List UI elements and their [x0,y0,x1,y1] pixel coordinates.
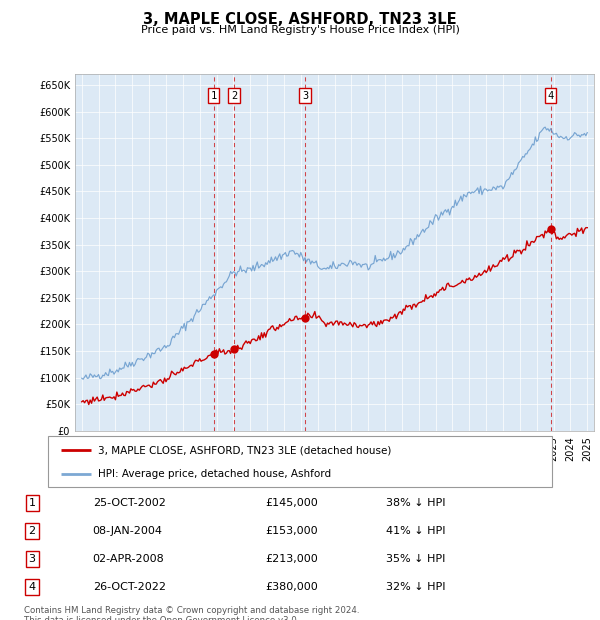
Text: 1: 1 [211,91,217,100]
Text: £380,000: £380,000 [265,582,318,591]
Text: 41% ↓ HPI: 41% ↓ HPI [386,526,446,536]
Text: 2: 2 [29,526,36,536]
Text: 32% ↓ HPI: 32% ↓ HPI [386,582,446,591]
Text: 1: 1 [29,498,35,508]
Text: 25-OCT-2002: 25-OCT-2002 [92,498,166,508]
Text: 3: 3 [302,91,308,100]
Text: 35% ↓ HPI: 35% ↓ HPI [386,554,446,564]
Text: £213,000: £213,000 [265,554,318,564]
Text: £153,000: £153,000 [265,526,318,536]
Text: 02-APR-2008: 02-APR-2008 [92,554,164,564]
Text: Contains HM Land Registry data © Crown copyright and database right 2024.
This d: Contains HM Land Registry data © Crown c… [24,606,359,620]
Text: 2: 2 [231,91,237,100]
Text: HPI: Average price, detached house, Ashford: HPI: Average price, detached house, Ashf… [98,469,332,479]
Text: 3, MAPLE CLOSE, ASHFORD, TN23 3LE: 3, MAPLE CLOSE, ASHFORD, TN23 3LE [143,12,457,27]
Text: 26-OCT-2022: 26-OCT-2022 [92,582,166,591]
Text: 08-JAN-2004: 08-JAN-2004 [92,526,163,536]
Text: 4: 4 [547,91,554,100]
Text: 3, MAPLE CLOSE, ASHFORD, TN23 3LE (detached house): 3, MAPLE CLOSE, ASHFORD, TN23 3LE (detac… [98,445,392,455]
Text: 4: 4 [29,582,36,591]
Text: £145,000: £145,000 [265,498,318,508]
FancyBboxPatch shape [48,436,552,487]
Text: 3: 3 [29,554,35,564]
Text: Price paid vs. HM Land Registry's House Price Index (HPI): Price paid vs. HM Land Registry's House … [140,25,460,35]
Text: 38% ↓ HPI: 38% ↓ HPI [386,498,446,508]
